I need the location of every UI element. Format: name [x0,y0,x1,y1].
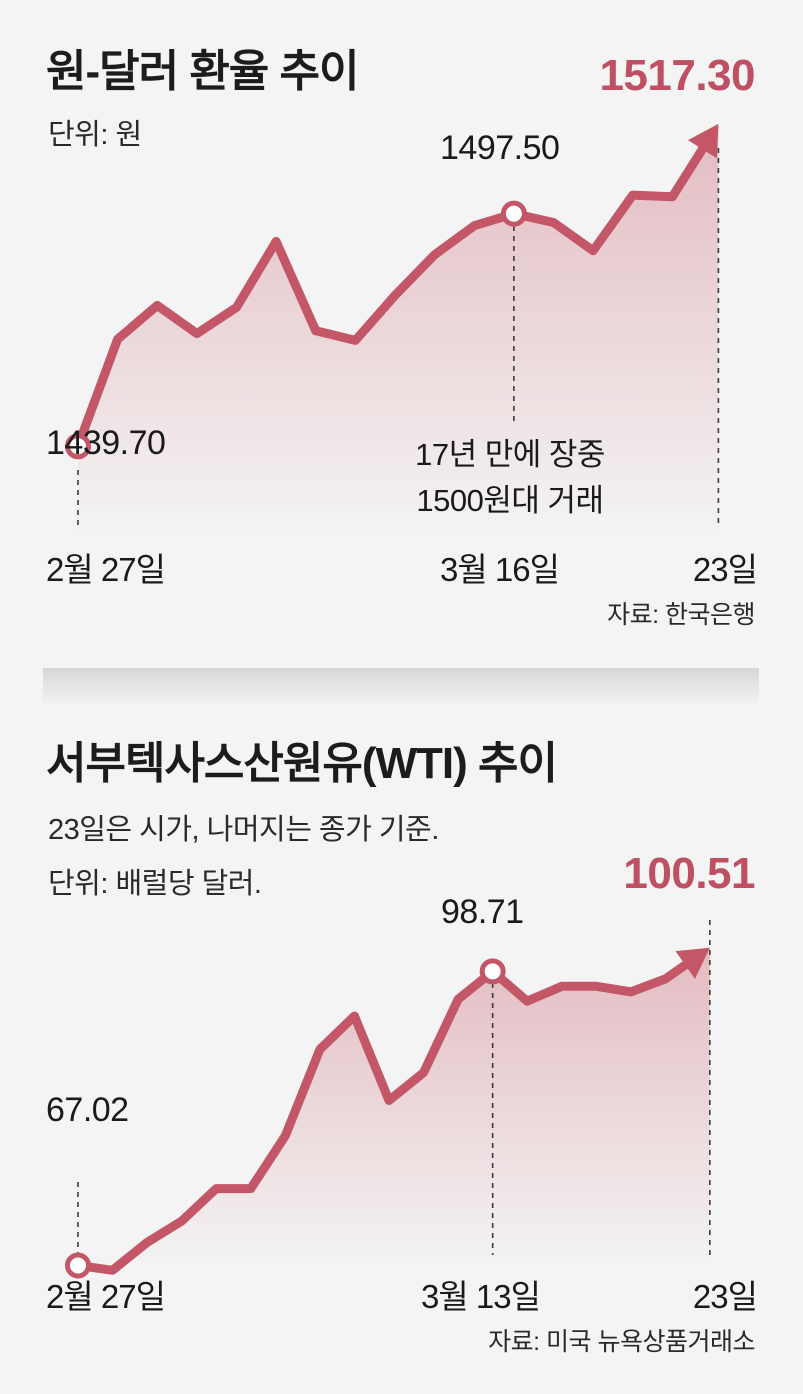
fx-x-tick-mid: 3월 16일 [440,551,560,588]
wti-note-basis: 23일은 시가, 나머지는 종가 기준. [48,814,439,846]
fx-end-value-label: 1517.30 [599,51,755,100]
section-divider [43,668,759,706]
peak-point-marker [500,200,527,227]
wti-start-value-label: 67.02 [46,1091,129,1129]
fx-annotation-line-1: 17년 만에 장중 [415,437,605,472]
fx-source: 자료: 한국은행 [607,601,755,629]
fx-x-tick-start: 2월 27일 [46,551,166,588]
fx-start-value-label: 1439.70 [46,424,166,462]
series-line [73,958,694,1275]
fx-rate-chart [65,123,720,540]
wti-x-tick-mid: 3월 13일 [421,1278,541,1315]
series-line [73,141,710,451]
wti-source: 자료: 미국 뉴욕상품거래소 [488,1328,755,1356]
arrow-head-icon [688,123,719,159]
start-point-marker [65,1252,91,1279]
wti-x-tick-start: 2월 27일 [46,1278,166,1315]
wti-unit-label: 단위: 배럴당 달러. [48,868,262,900]
wti-end-value-label: 100.51 [623,849,755,898]
wti-chart [65,920,711,1279]
wti-x-tick-end: 23일 [692,1278,758,1315]
fx-annotation-line-2: 1500원대 거래 [416,483,604,518]
wti-peak-value-label: 98.71 [441,893,524,931]
fx-annotation: 17년 만에 장중 1500원대 거래 [390,432,630,524]
arrow-head-icon [675,947,710,979]
start-point-marker [65,433,91,460]
wti-chart-title: 서부텍사스산원유(WTI) 추이 [46,739,558,788]
fx-unit-label: 단위: 원 [48,119,142,151]
fx-x-tick-end: 23일 [692,551,758,588]
fx-peak-value-label: 1497.50 [440,129,560,167]
peak-point-marker [479,958,506,985]
fx-chart-title: 원-달러 환율 추이 [46,47,359,96]
